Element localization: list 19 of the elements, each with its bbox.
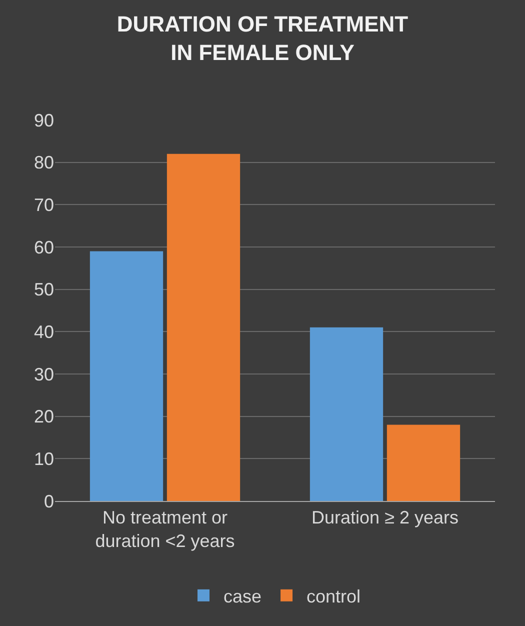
- y-tick-label: 40: [34, 322, 54, 342]
- y-tick-label: 80: [34, 152, 54, 173]
- y-tick-label: 30: [34, 364, 54, 384]
- y-tick-label: 60: [34, 237, 54, 258]
- y-tick-label: 0: [44, 491, 54, 512]
- bar: [90, 251, 164, 501]
- bar: [310, 327, 384, 501]
- bar: [386, 424, 460, 501]
- x-tick-label: No treatment or duration <2 years: [95, 508, 235, 551]
- y-tick-label: 10: [34, 448, 54, 469]
- bar: [166, 154, 240, 501]
- y-tick-label: 90: [34, 110, 54, 130]
- y-tick-label: 50: [34, 280, 54, 300]
- y-tick-label: 70: [34, 194, 54, 215]
- y-tick-label: 20: [34, 406, 54, 427]
- legend-label: case: [224, 586, 262, 606]
- chart-title: DURATION OF TREATMENT IN FEMALE ONLY: [116, 11, 409, 65]
- x-tick-label: Duration ≥ 2 years: [312, 508, 458, 528]
- legend-label: control: [306, 586, 361, 606]
